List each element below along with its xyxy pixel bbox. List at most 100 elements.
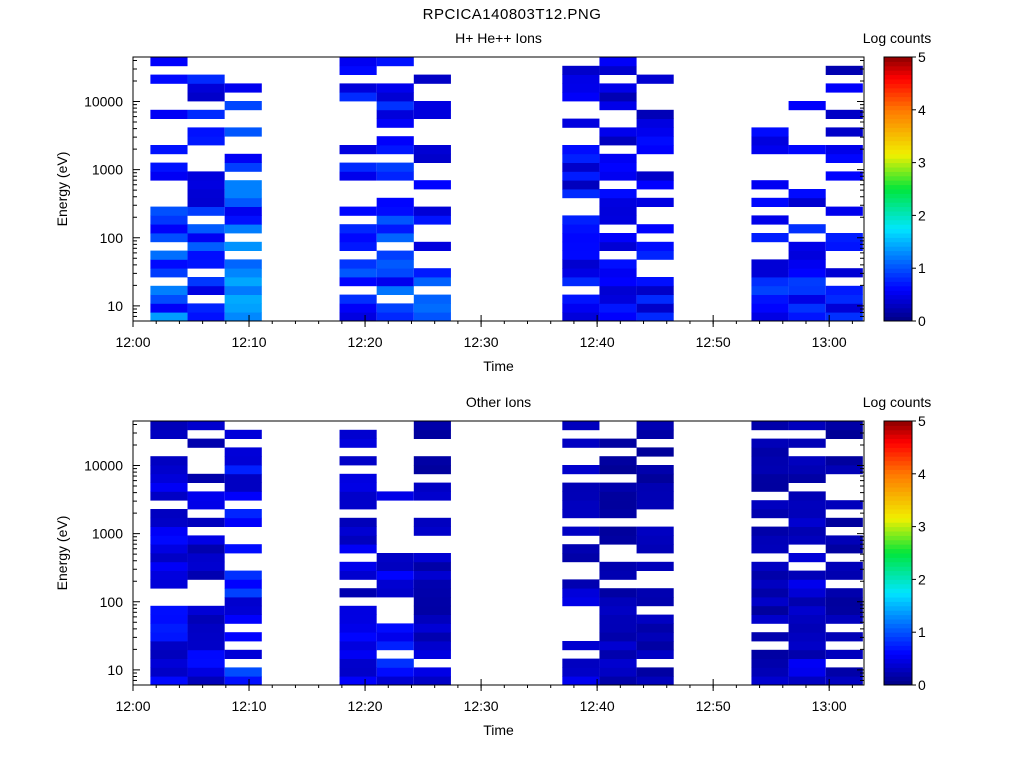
heatmap-cell (187, 109, 225, 119)
heatmap-column (825, 421, 863, 686)
heatmap-cell (599, 153, 637, 163)
colorbar-swatch (884, 535, 912, 541)
heatmap-cell (788, 145, 826, 155)
colorbar-swatch (884, 487, 912, 492)
colorbar-swatch (884, 167, 912, 172)
heatmap-cell (636, 588, 674, 598)
heatmap-cell (599, 491, 637, 501)
heatmap-cell (224, 189, 262, 199)
y-axis-label: Energy (eV) (54, 152, 70, 227)
heatmap-cell (187, 641, 225, 651)
heatmap-cell (413, 649, 451, 659)
colorbar-swatch (884, 206, 912, 212)
heatmap-cell (788, 526, 826, 536)
colorbar-swatch (884, 495, 912, 501)
heatmap-cell (339, 83, 377, 93)
heatmap-cell (339, 438, 377, 448)
heatmap-cell (788, 421, 826, 431)
heatmap-cell (187, 667, 225, 677)
colorbar-swatch (884, 263, 912, 269)
colorbar-tick-label: 5 (918, 49, 926, 65)
heatmap-cell (187, 206, 225, 216)
heatmap-cell (376, 233, 414, 243)
heatmap-cell (413, 623, 451, 633)
heatmap-cell (788, 259, 826, 269)
colorbar-swatch (884, 469, 912, 475)
heatmap-cell (339, 658, 377, 668)
x-tick-label: 12:00 (115, 334, 150, 350)
heatmap-cell (751, 197, 789, 207)
colorbar-label: Log counts (863, 394, 932, 410)
colorbar-swatch (884, 131, 912, 137)
colorbar-swatch (884, 645, 912, 651)
x-tick-label: 12:00 (115, 698, 150, 714)
heatmap-cell (562, 438, 600, 448)
heatmap-cell (413, 641, 451, 651)
heatmap-cell (413, 145, 451, 155)
heatmap-cell (562, 241, 600, 251)
heatmap-cell (339, 649, 377, 659)
heatmap-cell (825, 632, 863, 642)
colorbar-tick-label: 5 (918, 413, 926, 429)
heatmap-cell (339, 65, 377, 75)
heatmap-cell (751, 127, 789, 137)
heatmap-cell (224, 614, 262, 624)
heatmap-cell (751, 667, 789, 677)
heatmap-cell (187, 632, 225, 642)
heatmap-column (224, 83, 262, 322)
heatmap-cell (599, 277, 637, 287)
heatmap-cell (825, 465, 863, 475)
heatmap-cell (599, 649, 637, 659)
heatmap-cell (788, 632, 826, 642)
heatmap-cell (599, 197, 637, 207)
heatmap-cell (788, 277, 826, 287)
heatmap-cell (825, 456, 863, 466)
heatmap-cell (599, 438, 637, 448)
colorbar-swatch (884, 171, 912, 177)
heatmap-cell (599, 526, 637, 536)
colorbar-swatch (884, 118, 912, 124)
heatmap-cell (788, 312, 826, 322)
colorbar-swatch (884, 316, 912, 322)
heatmap-cell (150, 482, 188, 492)
heatmap-cell (150, 579, 188, 589)
colorbar-swatch (884, 162, 912, 168)
colorbar-tick-label: 3 (918, 155, 926, 171)
colorbar-swatch (884, 561, 912, 567)
heatmap-cell (224, 268, 262, 278)
heatmap-cell (224, 153, 262, 163)
heatmap-cell (562, 74, 600, 84)
heatmap-cell (751, 588, 789, 598)
heatmap-cell (224, 83, 262, 93)
colorbar-swatch (884, 676, 912, 682)
heatmap-cell (562, 303, 600, 313)
heatmap-cell (636, 465, 674, 475)
y-axis-label: Energy (eV) (54, 516, 70, 591)
heatmap-cell (825, 535, 863, 545)
colorbar-swatch (884, 671, 912, 677)
heatmap-cell (751, 233, 789, 243)
heatmap-cell (224, 605, 262, 615)
heatmap-cell (150, 517, 188, 527)
colorbar-swatch (884, 57, 912, 62)
colorbar-swatch (884, 180, 912, 186)
colorbar-frame (883, 420, 913, 686)
heatmap-cell (187, 285, 225, 295)
heatmap-cell (413, 482, 451, 492)
heatmap-cell (224, 517, 262, 527)
heatmap-cell (339, 561, 377, 571)
heatmap-cell (751, 136, 789, 146)
colorbar-swatch (884, 109, 912, 115)
heatmap-cell (339, 614, 377, 624)
colorbar-swatch (884, 158, 912, 164)
heatmap-cell (413, 241, 451, 251)
heatmap-cell (376, 118, 414, 128)
heatmap-cell (562, 277, 600, 287)
heatmap-cell (413, 294, 451, 304)
colorbar-swatch (884, 482, 912, 488)
y-tick-label: 10000 (84, 94, 123, 110)
heatmap-cell (599, 614, 637, 624)
heatmap-cell (224, 456, 262, 466)
heatmap-cell (788, 658, 826, 668)
